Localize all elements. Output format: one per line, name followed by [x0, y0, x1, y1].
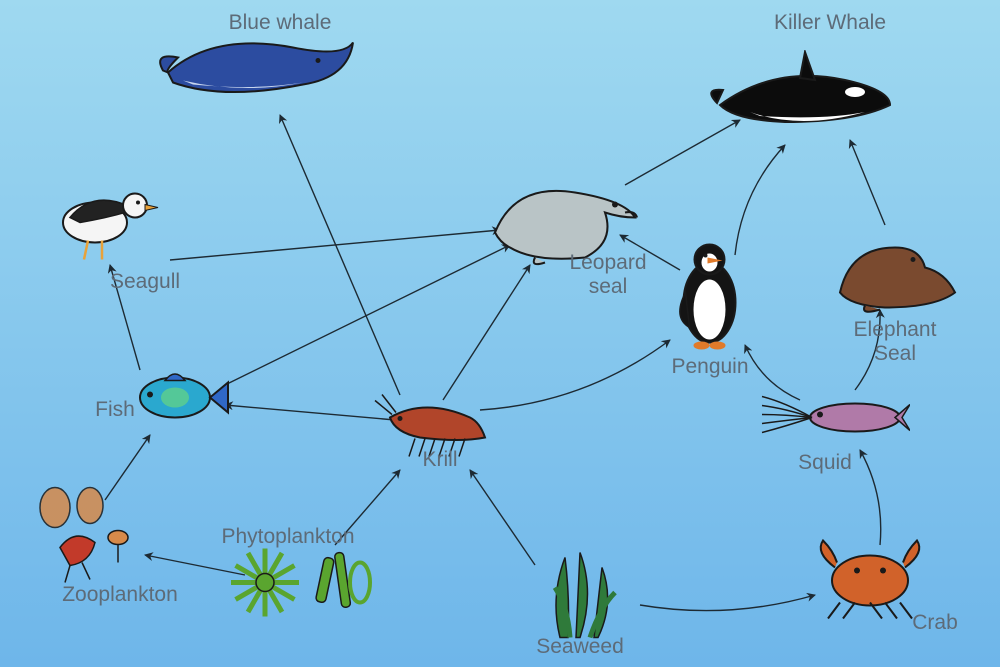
node-leopard_seal-icon [475, 163, 645, 278]
node-squid-icon [760, 383, 910, 458]
node-blue_whale-icon [153, 23, 363, 118]
edge-krill-to-leopard_seal [443, 265, 530, 400]
edge-elephant_seal-to-killer_whale [850, 140, 885, 225]
node-seaweed-icon [520, 538, 640, 653]
node-seagull-icon [40, 168, 160, 273]
node-elephant_seal-icon [825, 218, 965, 323]
edge-crab-to-squid [860, 450, 881, 545]
node-phytoplankton-icon [220, 528, 380, 633]
edge-seaweed-to-crab [640, 595, 815, 611]
node-zooplankton-icon [20, 478, 150, 593]
food-web-diagram: Blue whale Killer Whale Seagull Leopar [0, 0, 1000, 667]
node-fish-icon [120, 363, 230, 438]
node-crab-icon [805, 533, 935, 628]
node-penguin-icon [668, 238, 753, 363]
node-killer_whale-icon [705, 50, 895, 150]
edge-krill-to-blue_whale [280, 115, 400, 395]
edge-krill-to-penguin [480, 340, 670, 410]
edge-fish-to-leopard_seal [225, 245, 510, 385]
edge-fish-to-seagull [110, 265, 140, 370]
node-krill-icon [370, 383, 500, 478]
